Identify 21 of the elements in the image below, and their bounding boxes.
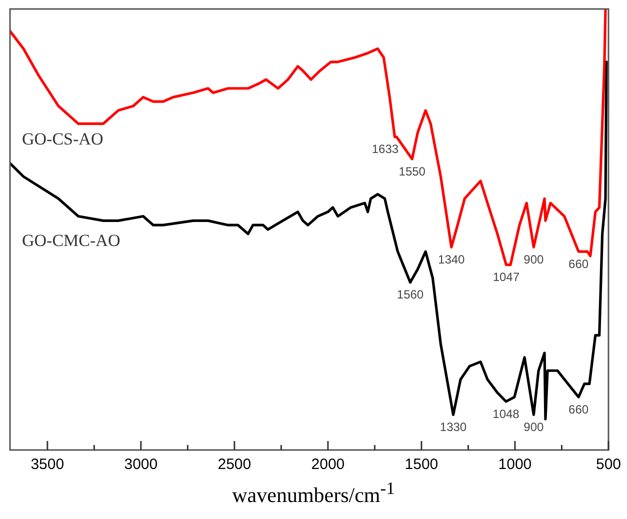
annotation: 660 xyxy=(568,256,589,271)
x-tick-label: 1500 xyxy=(404,456,438,474)
annotation: 900 xyxy=(524,420,544,434)
series-label: GO-CS-AO xyxy=(22,130,104,149)
x-tick-label: 3000 xyxy=(124,456,158,474)
x-axis-title: wavenumbers/cm$^{-1}$ xyxy=(231,478,396,508)
annotation: 660 xyxy=(568,402,589,416)
x-tick-label: 3500 xyxy=(30,456,64,474)
annotation: 1330 xyxy=(440,420,467,434)
x-tick-label: 1000 xyxy=(498,456,532,474)
annotation: 1047 xyxy=(492,270,520,284)
annotation: 1550 xyxy=(398,164,426,178)
annotation: 1048 xyxy=(492,406,520,421)
annotation: 1560 xyxy=(396,288,424,302)
annotation: 900 xyxy=(524,252,544,266)
series-label: GO-CMC-AO xyxy=(22,231,120,250)
x-tick-label: 2000 xyxy=(311,456,345,474)
x-tick-label: 2500 xyxy=(218,456,252,474)
annotation: 1340 xyxy=(438,252,466,266)
x-tick-label: 500 xyxy=(596,456,621,474)
annotation: 1633 xyxy=(372,142,399,156)
